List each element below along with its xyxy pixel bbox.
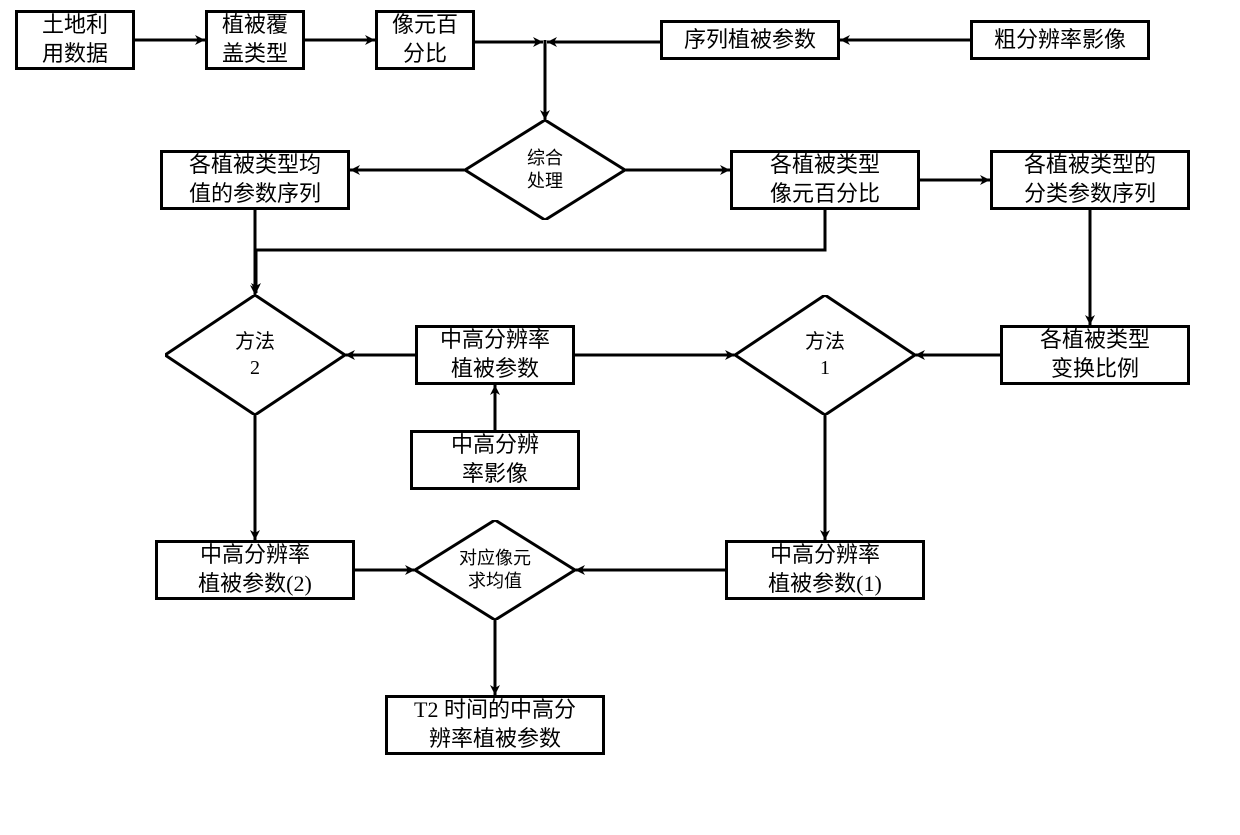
diamond-label: 对应像元求均值: [459, 547, 531, 594]
node-n10: 各植被类型变换比例: [1000, 325, 1190, 385]
node-n6: 各植被类型均值的参数序列: [160, 150, 350, 210]
diamond-label: 方法2: [235, 329, 275, 381]
node-label: 各植被类型的分类参数序列: [1024, 151, 1156, 208]
node-label: 中高分辨率影像: [451, 431, 539, 488]
node-n13: 中高分辨率植被参数(1): [725, 540, 925, 600]
node-label: 粗分辨率影像: [994, 26, 1126, 55]
node-label: 土地利用数据: [42, 11, 108, 68]
node-label: 植被覆盖类型: [222, 11, 288, 68]
node-n12: 中高分辨率植被参数(2): [155, 540, 355, 600]
diamond-label: 综合处理: [527, 147, 563, 194]
diamond-d2: 方法2: [165, 295, 345, 415]
node-label: 中高分辨率植被参数(2): [198, 541, 312, 598]
node-n14: T2 时间的中高分辨率植被参数: [385, 695, 605, 755]
node-label: 各植被类型变换比例: [1040, 326, 1150, 383]
diamond-d3: 方法1: [735, 295, 915, 415]
node-label: 各植被类型像元百分比: [770, 151, 880, 208]
node-n4: 序列植被参数: [660, 20, 840, 60]
diamond-d4: 对应像元求均值: [415, 520, 575, 620]
node-label: T2 时间的中高分辨率植被参数: [414, 696, 576, 753]
node-label: 像元百分比: [392, 11, 458, 68]
node-label: 中高分辨率植被参数(1): [768, 541, 882, 598]
node-n9: 中高分辨率植被参数: [415, 325, 575, 385]
diamond-d1: 综合处理: [465, 120, 625, 220]
node-n5: 粗分辨率影像: [970, 20, 1150, 60]
node-n2: 植被覆盖类型: [205, 10, 305, 70]
node-label: 中高分辨率植被参数: [440, 326, 550, 383]
diamond-label: 方法1: [805, 329, 845, 381]
node-n3: 像元百分比: [375, 10, 475, 70]
node-label: 各植被类型均值的参数序列: [189, 151, 321, 208]
node-n7: 各植被类型像元百分比: [730, 150, 920, 210]
edge-n7-d2_via: [256, 210, 825, 293]
node-n8: 各植被类型的分类参数序列: [990, 150, 1190, 210]
node-label: 序列植被参数: [684, 26, 816, 55]
node-n11: 中高分辨率影像: [410, 430, 580, 490]
node-n1: 土地利用数据: [15, 10, 135, 70]
